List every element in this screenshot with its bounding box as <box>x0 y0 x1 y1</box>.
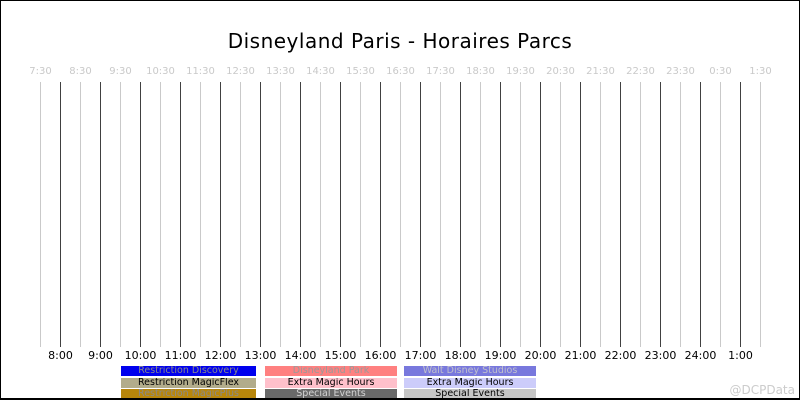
x-axis-top-tick-label: 10:30 <box>146 66 175 77</box>
x-axis-top-tick-label: 18:30 <box>466 66 495 77</box>
legend-item: Extra Magic Hours <box>265 377 397 388</box>
gridline-half-hour <box>240 82 241 347</box>
legend-item: Walt Disney Studios <box>404 366 536 376</box>
x-axis-bottom-tick-label: 9:00 <box>88 349 113 362</box>
gridline-hour <box>539 82 542 347</box>
gridline-half-hour <box>360 82 361 347</box>
legend-item: Special Events <box>404 389 536 398</box>
x-axis-bottom-tick-label: 24:00 <box>684 349 717 362</box>
x-axis-bottom-tick-label: 12:00 <box>204 349 237 362</box>
x-axis-top-tick-label: 11:30 <box>186 66 215 77</box>
x-axis-top-tick-label: 23:30 <box>666 66 695 77</box>
x-axis-top-tick-label: 21:30 <box>586 66 615 77</box>
x-axis-top-tick-label: 13:30 <box>266 66 295 77</box>
gridline-half-hour <box>160 82 161 347</box>
legend-item: Restriction MagicFlex <box>121 377 256 388</box>
gridline-hour <box>659 82 662 347</box>
gridline-half-hour <box>760 82 761 347</box>
gridline-hour <box>499 82 502 347</box>
gridline-hour <box>739 82 742 347</box>
gridline-hour <box>259 82 262 347</box>
x-axis-top-tick-label: 20:30 <box>546 66 575 77</box>
legend-item: Extra Magic Hours <box>404 377 536 388</box>
legend-item: Disneyland Park <box>265 366 397 376</box>
x-axis-top-tick-label: 15:30 <box>346 66 375 77</box>
gridline-half-hour <box>560 82 561 347</box>
gridline-half-hour <box>480 82 481 347</box>
x-axis-bottom-tick-label: 19:00 <box>484 349 517 362</box>
gridline-hour <box>99 82 102 347</box>
x-axis-bottom-tick-label: 22:00 <box>604 349 637 362</box>
x-axis-bottom-tick-label: 14:00 <box>284 349 317 362</box>
legend-item: Restriction Discovery <box>121 366 256 376</box>
x-axis-bottom-tick-label: 23:00 <box>644 349 677 362</box>
gridline-half-hour <box>200 82 201 347</box>
x-axis-bottom-tick-label: 20:00 <box>524 349 557 362</box>
gridline-hour <box>699 82 702 347</box>
x-axis-top-tick-label: 12:30 <box>226 66 255 77</box>
x-axis-top-tick-label: 0:30 <box>709 66 732 77</box>
x-axis-bottom-tick-label: 17:00 <box>404 349 437 362</box>
gridline-hour <box>179 82 182 347</box>
gridline-hour <box>59 82 62 347</box>
x-axis-top-tick-label: 9:30 <box>109 66 132 77</box>
x-axis-top-tick-label: 17:30 <box>426 66 455 77</box>
x-axis-bottom-tick-label: 16:00 <box>364 349 397 362</box>
x-axis-bottom-tick-label: 21:00 <box>564 349 597 362</box>
gridline-hour <box>379 82 382 347</box>
x-axis-bottom-tick-label: 15:00 <box>324 349 357 362</box>
gridline-half-hour <box>680 82 681 347</box>
gridline-half-hour <box>720 82 721 347</box>
gridline-hour <box>339 82 342 347</box>
x-axis-bottom-tick-label: 8:00 <box>48 349 73 362</box>
gridline-half-hour <box>520 82 521 347</box>
gridline-half-hour <box>440 82 441 347</box>
gridline-half-hour <box>640 82 641 347</box>
gridline-hour <box>139 82 142 347</box>
gridline-half-hour <box>280 82 281 347</box>
chart-title: Disneyland Paris - Horaires Parcs <box>227 29 573 53</box>
gridline-hour <box>459 82 462 347</box>
gridline-hour <box>219 82 222 347</box>
x-axis-top-tick-label: 16:30 <box>386 66 415 77</box>
x-axis-top-tick-label: 14:30 <box>306 66 335 77</box>
gridline-hour <box>299 82 302 347</box>
x-axis-top-tick-label: 8:30 <box>69 66 92 77</box>
gridline-half-hour <box>600 82 601 347</box>
x-axis-top-tick-label: 22:30 <box>626 66 655 77</box>
gridline-half-hour <box>80 82 81 347</box>
x-axis-top-tick-label: 1:30 <box>749 66 772 77</box>
gridline-hour <box>619 82 622 347</box>
gridline-hour <box>579 82 582 347</box>
legend-item: Special Events <box>265 389 397 398</box>
watermark: @DCPData <box>729 383 795 397</box>
gridline-half-hour <box>40 82 41 347</box>
x-axis-bottom-tick-label: 13:00 <box>244 349 277 362</box>
x-axis-bottom-tick-label: 10:00 <box>124 349 157 362</box>
x-axis-top-tick-label: 19:30 <box>506 66 535 77</box>
gridline-half-hour <box>120 82 121 347</box>
gridline-hour <box>419 82 422 347</box>
x-axis-bottom-tick-label: 18:00 <box>444 349 477 362</box>
x-axis-top-tick-label: 7:30 <box>29 66 52 77</box>
legend-item: Restriction MagicPlus <box>121 389 256 398</box>
gridline-half-hour <box>400 82 401 347</box>
x-axis-bottom-tick-label: 1:00 <box>728 349 753 362</box>
gridline-half-hour <box>320 82 321 347</box>
x-axis-bottom-tick-label: 11:00 <box>164 349 197 362</box>
